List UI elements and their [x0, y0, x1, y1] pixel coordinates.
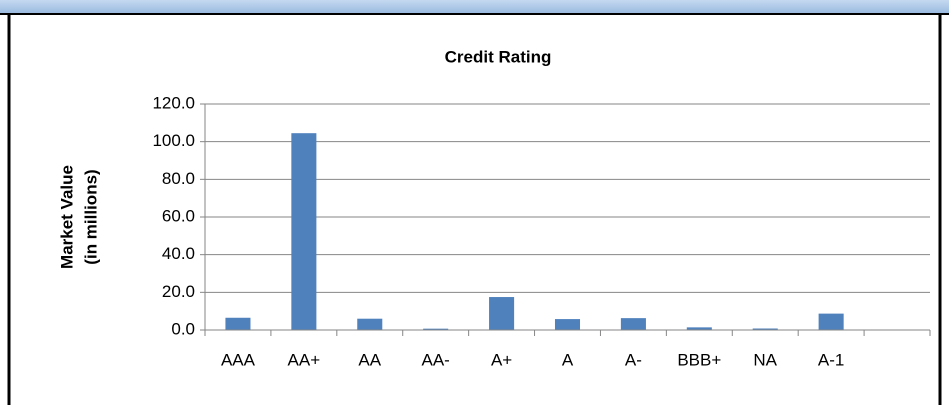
x-tick-label: A- [625, 350, 642, 369]
bar [225, 317, 251, 330]
y-tick-label: 40.0 [162, 244, 195, 263]
bar [620, 318, 646, 330]
x-tick-label: A+ [491, 350, 512, 369]
bar [423, 328, 449, 330]
y-axis-title-line: Market Value [57, 165, 76, 269]
x-tick-label: AAA [221, 350, 256, 369]
y-tick-label: 80.0 [162, 169, 195, 188]
bar [357, 318, 383, 330]
bar [489, 297, 515, 330]
x-tick-label: A [562, 350, 574, 369]
x-tick-label: AA- [422, 350, 450, 369]
y-tick-label: 60.0 [162, 206, 195, 225]
bar [554, 319, 581, 330]
y-tick-label: 100.0 [152, 131, 195, 150]
bar [818, 313, 844, 330]
bar [291, 133, 317, 330]
y-tick-label: 20.0 [162, 282, 195, 301]
header-strip [0, 0, 949, 13]
y-tick-label: 0.0 [171, 319, 195, 338]
bar [752, 328, 778, 330]
chart-title: Credit Rating [445, 47, 552, 66]
x-tick-label: NA [753, 350, 777, 369]
bar [686, 327, 712, 330]
y-axis-title: Market Value (in millions) [57, 165, 100, 269]
x-tick-label: AA+ [288, 350, 321, 369]
x-tick-label: A-1 [818, 350, 844, 369]
y-tick-label: 120.0 [152, 93, 195, 112]
y-axis-title-line: (in millions) [81, 169, 100, 264]
x-tick-label: AA [358, 350, 381, 369]
x-tick-label: BBB+ [677, 350, 721, 369]
